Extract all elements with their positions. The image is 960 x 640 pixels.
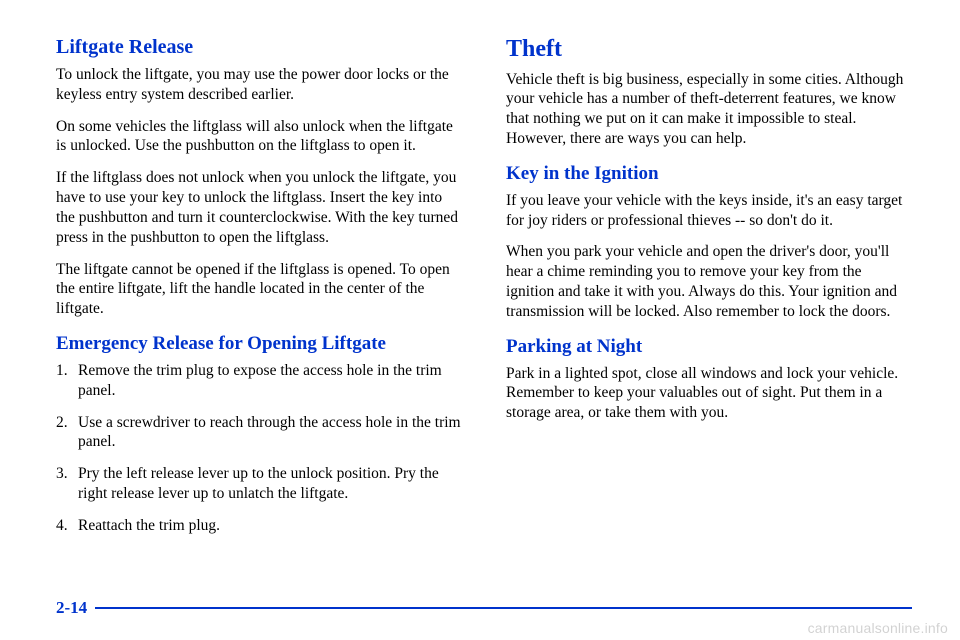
list-item: 4.Reattach the trim plug. xyxy=(56,516,462,536)
left-column: Liftgate Release To unlock the liftgate,… xyxy=(56,36,462,548)
paragraph: Park in a lighted spot, close all window… xyxy=(506,364,912,423)
heading-liftgate-release: Liftgate Release xyxy=(56,36,462,59)
page-number: 2-14 xyxy=(56,598,87,618)
paragraph: If the liftglass does not unlock when yo… xyxy=(56,168,462,247)
page-footer: 2-14 xyxy=(56,598,912,618)
step-text: Pry the left release lever up to the unl… xyxy=(78,464,462,504)
two-column-layout: Liftgate Release To unlock the liftgate,… xyxy=(56,36,912,548)
step-number: 2. xyxy=(56,413,78,453)
step-number: 1. xyxy=(56,361,78,401)
list-item: 3.Pry the left release lever up to the u… xyxy=(56,464,462,504)
step-number: 4. xyxy=(56,516,78,536)
manual-page: Liftgate Release To unlock the liftgate,… xyxy=(0,0,960,640)
step-number: 3. xyxy=(56,464,78,504)
paragraph: If you leave your vehicle with the keys … xyxy=(506,191,912,231)
paragraph: The liftgate cannot be opened if the lif… xyxy=(56,260,462,319)
paragraph: To unlock the liftgate, you may use the … xyxy=(56,65,462,105)
list-item: 2.Use a screwdriver to reach through the… xyxy=(56,413,462,453)
step-text: Use a screwdriver to reach through the a… xyxy=(78,413,462,453)
heading-key-in-ignition: Key in the Ignition xyxy=(506,163,912,185)
footer-rule xyxy=(95,607,912,609)
step-text: Remove the trim plug to expose the acces… xyxy=(78,361,462,401)
ordered-steps: 1.Remove the trim plug to expose the acc… xyxy=(56,361,462,536)
paragraph: Vehicle theft is big business, especiall… xyxy=(506,70,912,149)
heading-parking-at-night: Parking at Night xyxy=(506,336,912,358)
watermark-text: carmanualsonline.info xyxy=(808,620,948,636)
heading-theft: Theft xyxy=(506,36,912,64)
right-column: Theft Vehicle theft is big business, esp… xyxy=(506,36,912,548)
step-text: Reattach the trim plug. xyxy=(78,516,462,536)
list-item: 1.Remove the trim plug to expose the acc… xyxy=(56,361,462,401)
footer-line: 2-14 xyxy=(56,598,912,618)
paragraph: When you park your vehicle and open the … xyxy=(506,242,912,321)
heading-emergency-release: Emergency Release for Opening Liftgate xyxy=(56,333,462,355)
paragraph: On some vehicles the liftglass will also… xyxy=(56,117,462,157)
